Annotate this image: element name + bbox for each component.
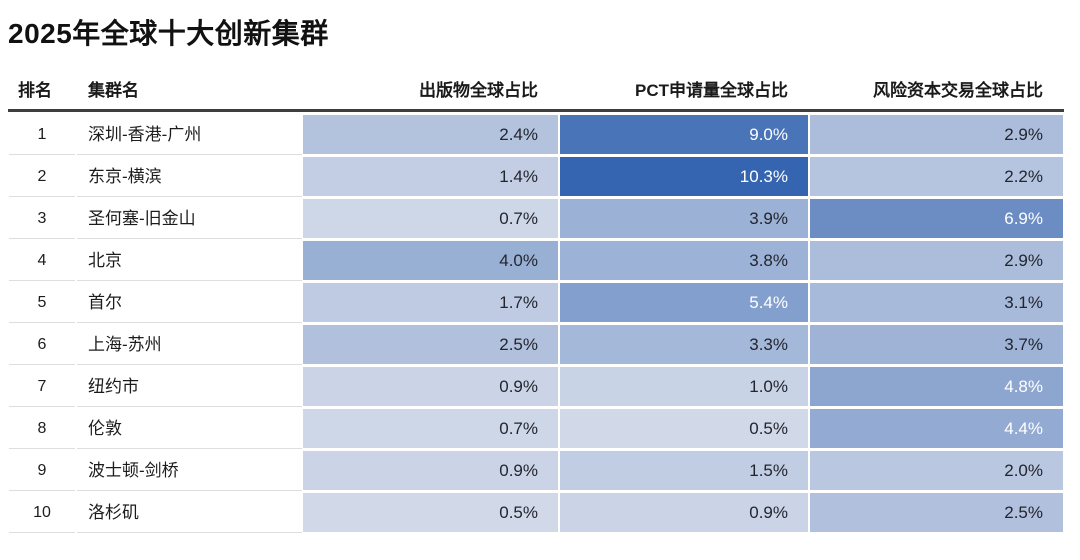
cell-vc: 4.8% xyxy=(808,367,1063,406)
cell-name: 深圳-香港-广州 xyxy=(76,115,303,154)
table-row: 10 洛杉矶 0.5% 0.9% 2.5% xyxy=(8,493,1064,532)
cell-pct: 1.5% xyxy=(558,451,808,490)
table-row: 2 东京-横滨 1.4% 10.3% 2.2% xyxy=(8,157,1064,196)
cell-pub: 4.0% xyxy=(303,241,558,280)
cell-vc: 2.9% xyxy=(808,115,1063,154)
cell-name: 北京 xyxy=(76,241,303,280)
cell-pub: 2.4% xyxy=(303,115,558,154)
cell-vc: 2.9% xyxy=(808,241,1063,280)
cell-pct: 3.3% xyxy=(558,325,808,364)
table-header-row: 排名 集群名 出版物全球占比 PCT申请量全球占比 风险资本交易全球占比 xyxy=(8,76,1064,112)
table-row: 3 圣何塞-旧金山 0.7% 3.9% 6.9% xyxy=(8,199,1064,238)
table-row: 9 波士顿-剑桥 0.9% 1.5% 2.0% xyxy=(8,451,1064,490)
table-row: 1 深圳-香港-广州 2.4% 9.0% 2.9% xyxy=(8,115,1064,154)
cell-vc: 2.5% xyxy=(808,493,1063,532)
cell-rank: 3 xyxy=(8,199,76,238)
cell-rank: 5 xyxy=(8,283,76,322)
cell-pct: 0.9% xyxy=(558,493,808,532)
cell-name: 上海-苏州 xyxy=(76,325,303,364)
cell-rank: 9 xyxy=(8,451,76,490)
cell-rank: 4 xyxy=(8,241,76,280)
cell-name: 波士顿-剑桥 xyxy=(76,451,303,490)
table-row: 4 北京 4.0% 3.8% 2.9% xyxy=(8,241,1064,280)
table-body: 1 深圳-香港-广州 2.4% 9.0% 2.9% 2 东京-横滨 1.4% 10.3% 2.2%… xyxy=(8,115,1064,532)
cell-pct: 9.0% xyxy=(558,115,808,154)
cell-name: 纽约市 xyxy=(76,367,303,406)
cell-pub: 0.5% xyxy=(303,493,558,532)
cell-pub: 0.9% xyxy=(303,367,558,406)
cell-pct: 1.0% xyxy=(558,367,808,406)
table-row: 6 上海-苏州 2.5% 3.3% 3.7% xyxy=(8,325,1064,364)
column-header-publications-share: 出版物全球占比 xyxy=(419,81,538,100)
table-row: 5 首尔 1.7% 5.4% 3.1% xyxy=(8,283,1064,322)
cell-pub: 1.7% xyxy=(303,283,558,322)
table-row: 8 伦敦 0.7% 0.5% 4.4% xyxy=(8,409,1064,448)
cell-vc: 3.1% xyxy=(808,283,1063,322)
cell-vc: 2.2% xyxy=(808,157,1063,196)
cell-name: 伦敦 xyxy=(76,409,303,448)
column-header-rank: 排名 xyxy=(18,81,52,100)
cell-rank: 8 xyxy=(8,409,76,448)
cell-rank: 2 xyxy=(8,157,76,196)
cell-name: 东京-横滨 xyxy=(76,157,303,196)
cell-name: 洛杉矶 xyxy=(76,493,303,532)
clusters-table: 排名 集群名 出版物全球占比 PCT申请量全球占比 风险资本交易全球占比 1 深圳… xyxy=(8,76,1064,532)
cell-vc: 6.9% xyxy=(808,199,1063,238)
cell-pub: 0.7% xyxy=(303,199,558,238)
cell-rank: 10 xyxy=(8,493,76,532)
cell-pct: 10.3% xyxy=(558,157,808,196)
cell-pub: 2.5% xyxy=(303,325,558,364)
page-title: 2025年全球十大创新集群 xyxy=(8,18,329,49)
column-header-cluster-name: 集群名 xyxy=(88,81,139,100)
cell-rank: 1 xyxy=(8,115,76,154)
cell-pub: 0.9% xyxy=(303,451,558,490)
cell-pct: 3.8% xyxy=(558,241,808,280)
cell-pct: 5.4% xyxy=(558,283,808,322)
cell-vc: 2.0% xyxy=(808,451,1063,490)
innovation-clusters-figure: 2025年全球十大创新集群 排名 集群名 出版物全球占比 PCT申请量全球占比 … xyxy=(8,18,1064,532)
cell-vc: 3.7% xyxy=(808,325,1063,364)
table-row: 7 纽约市 0.9% 1.0% 4.8% xyxy=(8,367,1064,406)
cell-rank: 6 xyxy=(8,325,76,364)
cell-pub: 0.7% xyxy=(303,409,558,448)
cell-pct: 3.9% xyxy=(558,199,808,238)
cell-rank: 7 xyxy=(8,367,76,406)
cell-name: 首尔 xyxy=(76,283,303,322)
cell-vc: 4.4% xyxy=(808,409,1063,448)
cell-name: 圣何塞-旧金山 xyxy=(76,199,303,238)
cell-pub: 1.4% xyxy=(303,157,558,196)
cell-pct: 0.5% xyxy=(558,409,808,448)
column-header-vc-deals-share: 风险资本交易全球占比 xyxy=(873,81,1043,100)
column-header-pct-filings-share: PCT申请量全球占比 xyxy=(635,81,788,100)
